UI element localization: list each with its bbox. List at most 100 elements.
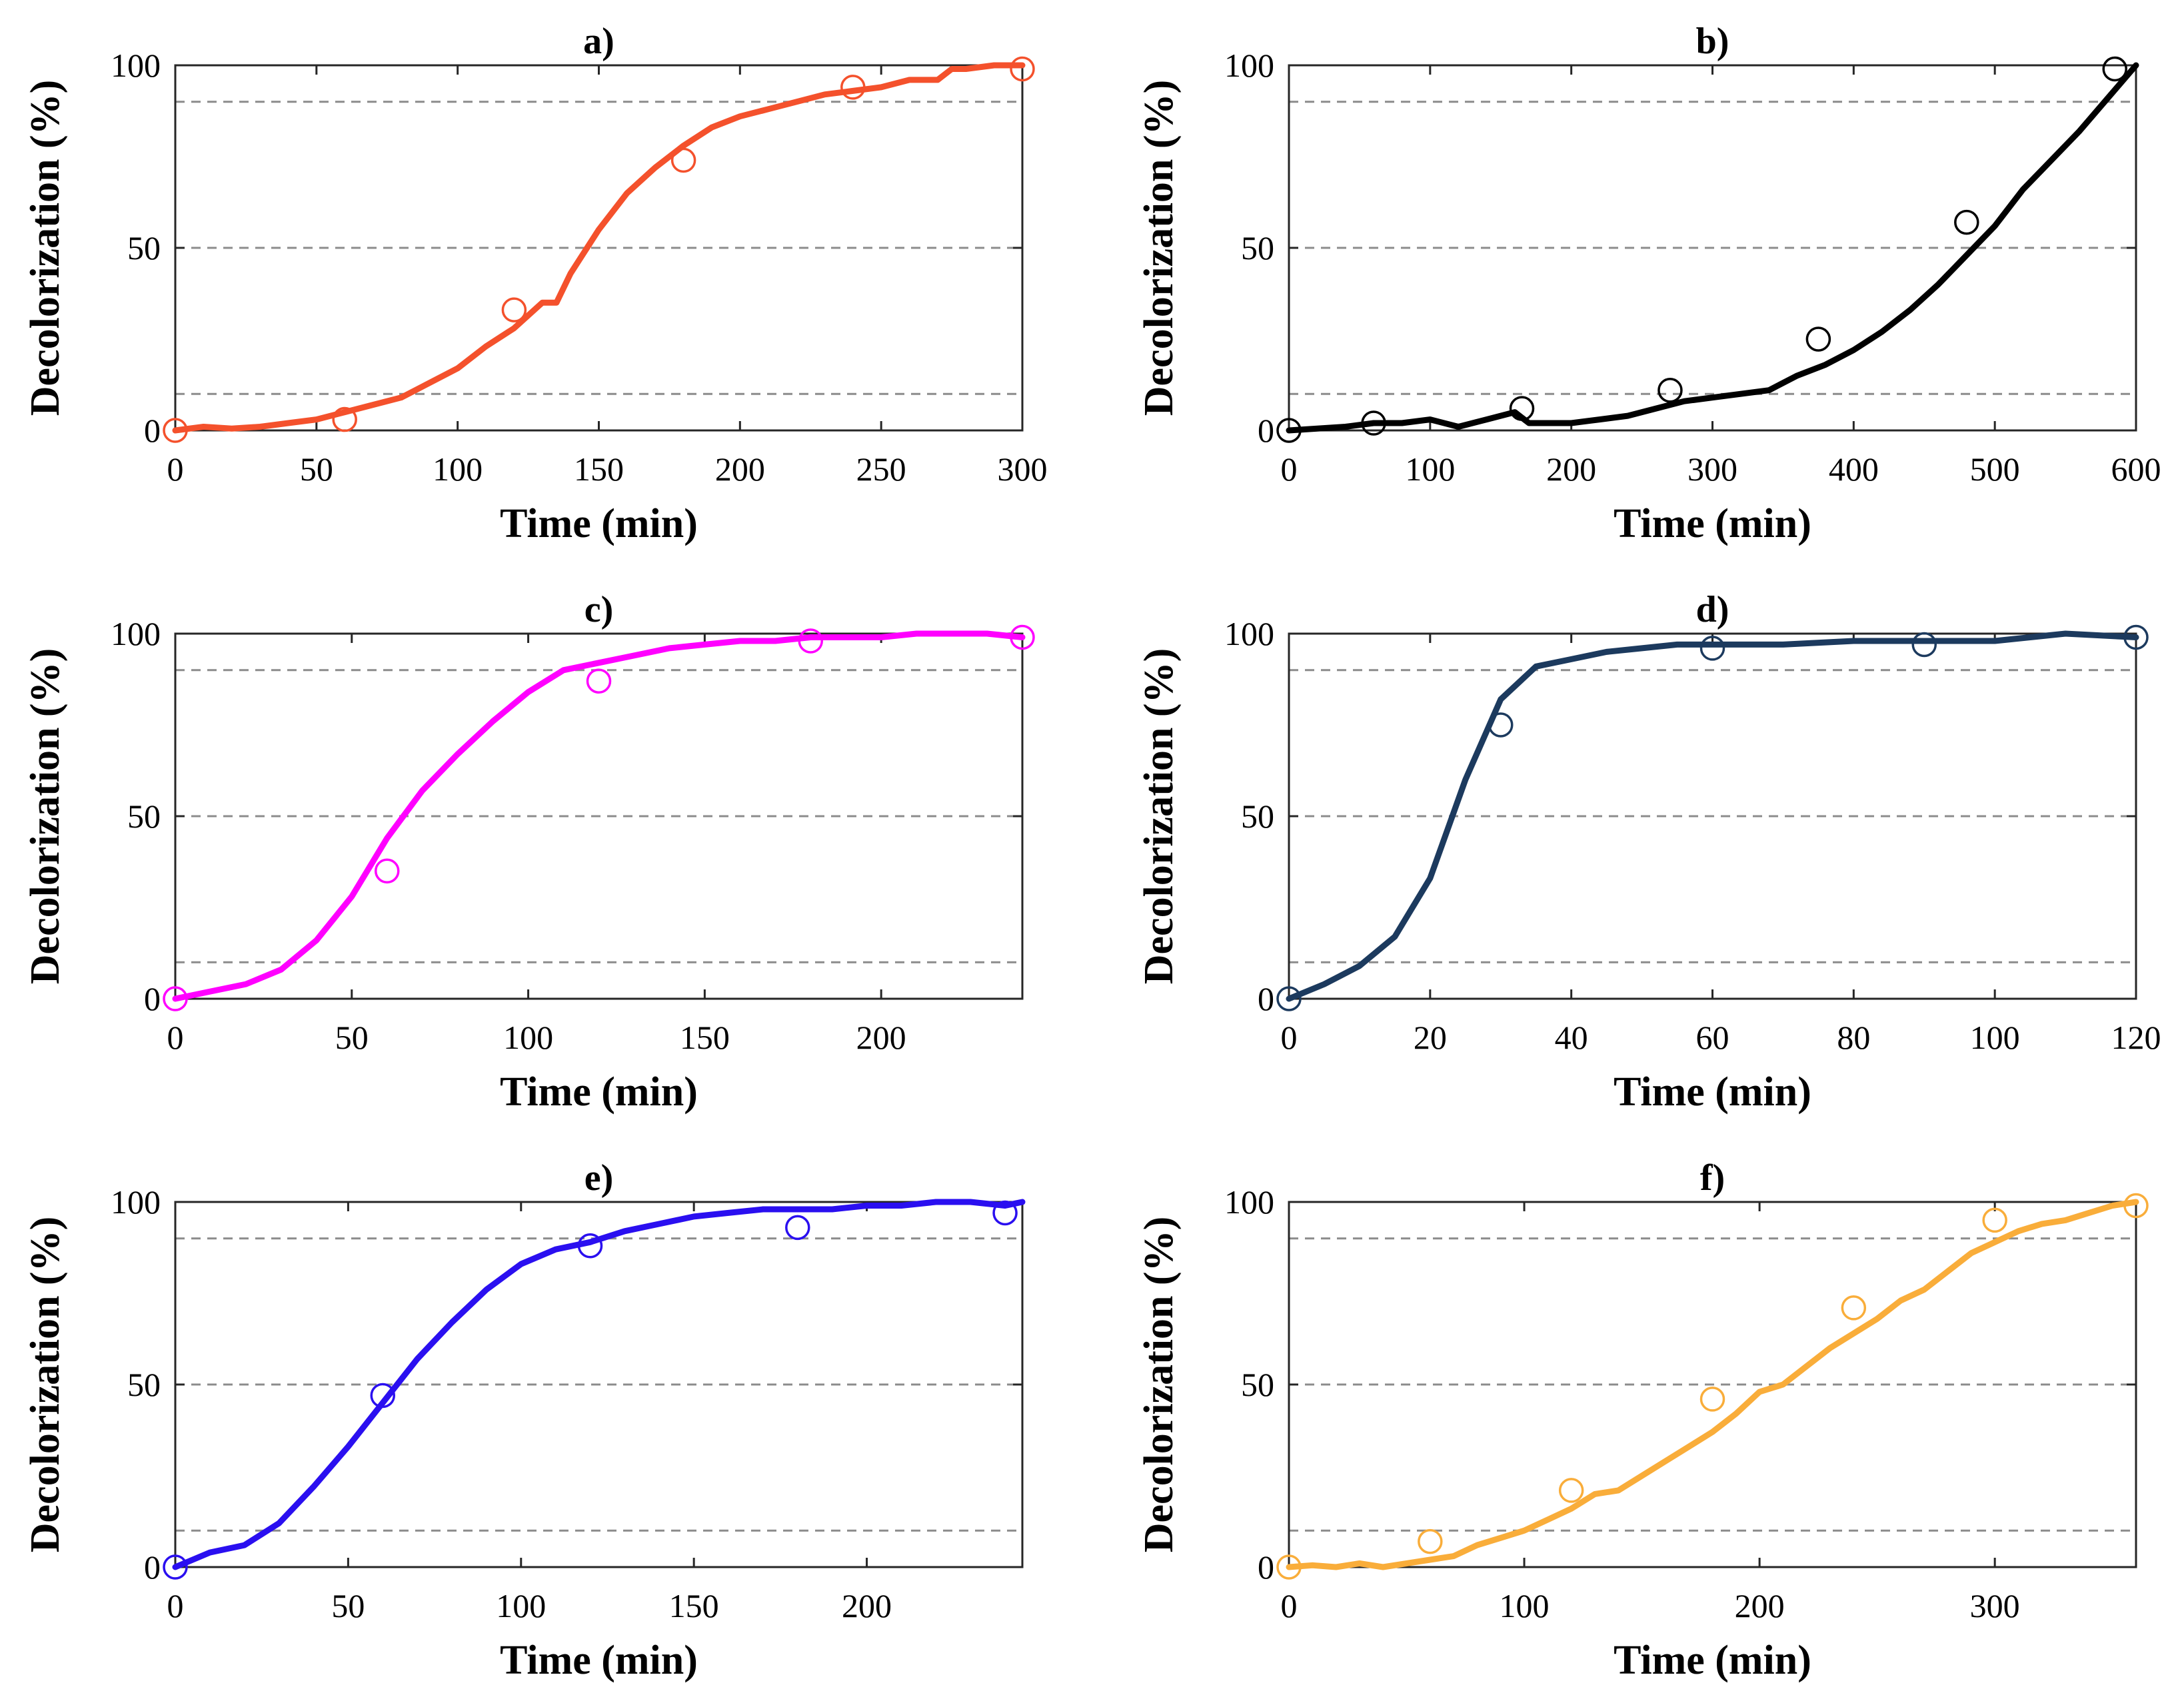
chart-panel-4: 0 20 40 60 80 100 120 0 50 100 d) Time (min) Decolor… bbox=[1136, 589, 2161, 1115]
x-tick-label: 100 bbox=[496, 1587, 546, 1624]
chart-panel-5: 0 50 100 150 200 0 50 100 e) Time (min) Decoloriza… bbox=[23, 1157, 1026, 1683]
x-tick-label: 100 bbox=[1500, 1587, 1550, 1624]
x-tick-label: 150 bbox=[669, 1587, 719, 1624]
x-tick-label: 300 bbox=[1970, 1587, 2020, 1624]
data-point bbox=[1010, 56, 1035, 82]
x-tick-label: 60 bbox=[1696, 1019, 1729, 1056]
panel-title: d) bbox=[1696, 589, 1729, 630]
y-tick-label: 100 bbox=[111, 1183, 161, 1221]
x-tick-label: 100 bbox=[433, 450, 483, 488]
panel-title: f) bbox=[1700, 1157, 1725, 1199]
data-point bbox=[1911, 632, 1937, 658]
x-tick-label: 600 bbox=[2111, 450, 2161, 488]
data-point bbox=[992, 1200, 1018, 1226]
y-tick-label: 0 bbox=[144, 412, 161, 449]
x-axis-title: Time (min) bbox=[1614, 1638, 1811, 1683]
panel-title: e) bbox=[584, 1157, 614, 1199]
data-point bbox=[785, 1215, 810, 1241]
data-point bbox=[1276, 418, 1302, 443]
data-point bbox=[670, 147, 696, 173]
series-line bbox=[172, 630, 1026, 1002]
data-point bbox=[1805, 326, 1831, 352]
x-tick-label: 0 bbox=[167, 1587, 184, 1624]
y-tick-label: 100 bbox=[1224, 615, 1274, 652]
y-tick-label: 50 bbox=[1241, 229, 1274, 267]
x-tick-label: 250 bbox=[856, 450, 906, 488]
data-point bbox=[1276, 986, 1302, 1011]
x-tick-label: 0 bbox=[167, 450, 184, 488]
data-point bbox=[2123, 1193, 2149, 1219]
data-point bbox=[1276, 1554, 1302, 1580]
x-tick-label: 50 bbox=[331, 1587, 365, 1624]
y-tick-label: 50 bbox=[127, 798, 161, 835]
x-tick-label: 50 bbox=[335, 1019, 369, 1056]
y-tick-label: 50 bbox=[1241, 1366, 1274, 1403]
x-tick-label: 0 bbox=[167, 1019, 184, 1056]
x-tick-label: 0 bbox=[1281, 450, 1298, 488]
data-point bbox=[1699, 1387, 1725, 1412]
y-tick-label: 0 bbox=[144, 1548, 161, 1586]
y-tick-label: 0 bbox=[144, 980, 161, 1017]
y-axis-title: Decolorization (%) bbox=[23, 648, 68, 984]
y-tick-label: 0 bbox=[1258, 980, 1274, 1017]
data-point bbox=[1509, 396, 1535, 421]
x-tick-label: 200 bbox=[842, 1587, 892, 1624]
x-tick-label: 400 bbox=[1829, 450, 1879, 488]
data-point bbox=[1841, 1295, 1867, 1321]
data-point bbox=[1699, 636, 1725, 661]
x-tick-label: 100 bbox=[503, 1019, 553, 1056]
data-point bbox=[2102, 56, 2127, 82]
series-line bbox=[172, 1199, 1026, 1570]
data-point bbox=[163, 418, 188, 443]
chart-panel-1: 0 50 100 150 200 250 300 0 50 100 a) Time (min) Deco… bbox=[23, 21, 1048, 546]
x-tick-label: 100 bbox=[1970, 1019, 2020, 1056]
data-point bbox=[1558, 1478, 1584, 1503]
data-point bbox=[1010, 624, 1035, 650]
x-tick-label: 40 bbox=[1555, 1019, 1588, 1056]
data-point bbox=[1488, 712, 1514, 738]
chart-panel-2: 0 100 200 300 400 500 600 0 50 100 b) Time (min) Dec… bbox=[1136, 21, 2161, 546]
x-tick-label: 50 bbox=[300, 450, 333, 488]
data-point bbox=[798, 628, 823, 654]
x-axis-title: Time (min) bbox=[500, 1069, 698, 1115]
data-point bbox=[501, 297, 527, 322]
panel-title: a) bbox=[583, 21, 614, 62]
data-point bbox=[332, 406, 357, 432]
x-tick-label: 300 bbox=[998, 450, 1048, 488]
x-tick-label: 0 bbox=[1281, 1587, 1298, 1624]
data-point bbox=[1418, 1528, 1443, 1554]
x-tick-label: 200 bbox=[856, 1019, 906, 1056]
data-point bbox=[163, 986, 188, 1011]
x-tick-label: 200 bbox=[1735, 1587, 1785, 1624]
x-tick-label: 200 bbox=[715, 450, 765, 488]
y-axis-title: Decolorization (%) bbox=[1136, 1217, 1182, 1552]
y-tick-label: 50 bbox=[127, 1366, 161, 1403]
series-line bbox=[1286, 1199, 2139, 1570]
x-axis-title: Time (min) bbox=[1614, 501, 1811, 546]
series-line bbox=[1286, 630, 2139, 1002]
x-tick-label: 0 bbox=[1281, 1019, 1298, 1056]
y-axis-title: Decolorization (%) bbox=[23, 1217, 68, 1552]
data-point bbox=[2123, 624, 2149, 650]
data-point bbox=[840, 75, 866, 100]
x-tick-label: 20 bbox=[1414, 1019, 1447, 1056]
x-tick-label: 500 bbox=[1970, 450, 2020, 488]
series-line bbox=[1286, 62, 2139, 434]
y-tick-label: 100 bbox=[111, 615, 161, 652]
x-tick-label: 200 bbox=[1546, 450, 1596, 488]
y-tick-label: 50 bbox=[1241, 798, 1274, 835]
data-point bbox=[163, 1554, 188, 1580]
panel-title: c) bbox=[584, 589, 614, 630]
y-tick-label: 100 bbox=[1224, 1183, 1274, 1221]
y-tick-label: 50 bbox=[127, 229, 161, 267]
data-point bbox=[1954, 209, 1979, 235]
panel-title: b) bbox=[1696, 21, 1729, 62]
y-axis-title: Decolorization (%) bbox=[1136, 648, 1182, 984]
y-tick-label: 0 bbox=[1258, 1548, 1274, 1586]
x-tick-label: 300 bbox=[1687, 450, 1737, 488]
x-tick-label: 100 bbox=[1405, 450, 1455, 488]
data-point bbox=[586, 668, 612, 694]
y-tick-label: 100 bbox=[111, 47, 161, 84]
chart-panel-6: 0 100 200 300 0 50 100 f) Time (min) Decolorizati… bbox=[1136, 1157, 2149, 1683]
